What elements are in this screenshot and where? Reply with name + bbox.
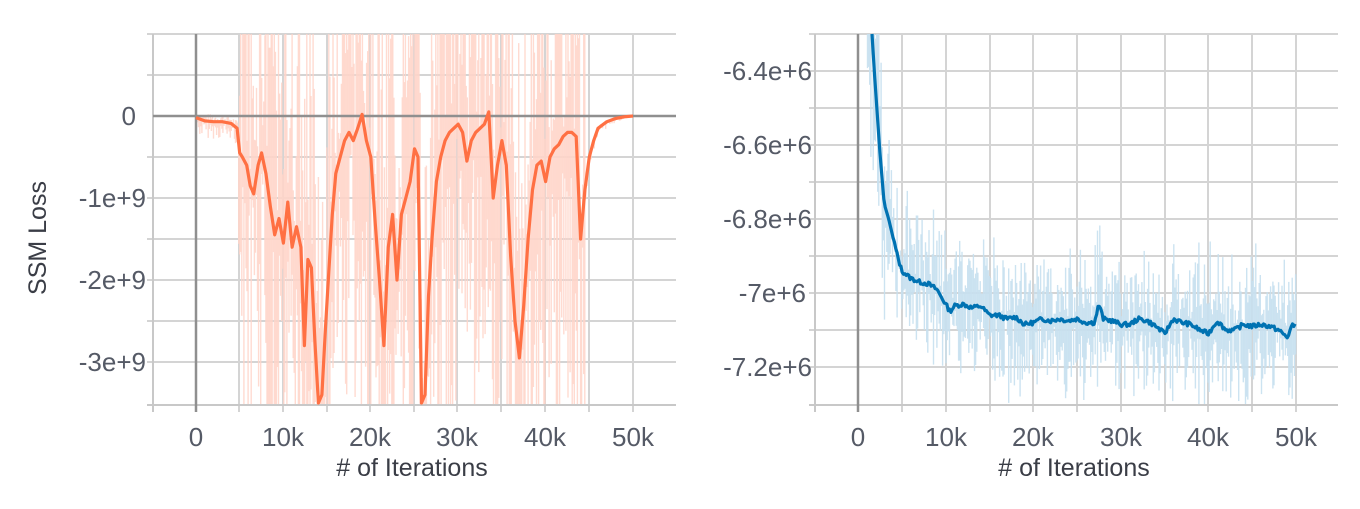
left-x-tick: 30k: [436, 422, 479, 452]
left-x-tick: 10k: [262, 422, 305, 452]
left-y-axis-label: SSM Loss: [24, 181, 52, 295]
right-smoothed-line: [870, 33, 1297, 340]
left-x-axis-label: # of Iterations: [336, 454, 487, 482]
left-x-tick: 40k: [524, 422, 567, 452]
left-y-tick: -3e+9: [79, 347, 146, 377]
left-y-tick: 0: [122, 101, 136, 131]
right-x-tick: 30k: [1100, 422, 1143, 452]
right-chart: -6.4e+6 -6.6e+6 -6.8e+6 -7e+6 -7.2e+6 0 …: [723, 33, 1338, 482]
left-y-tick: -2e+9: [79, 265, 146, 295]
left-x-tick: 50k: [612, 422, 655, 452]
right-y-tick: -6.6e+6: [723, 130, 812, 160]
right-x-tick: 0: [851, 422, 865, 452]
right-y-tick: -7.2e+6: [723, 352, 812, 382]
right-y-tick: -7e+6: [739, 278, 806, 308]
right-x-axis-label: # of Iterations: [998, 454, 1149, 482]
left-x-tick: 0: [189, 422, 203, 452]
right-x-tick: 40k: [1187, 422, 1230, 452]
left-smoothed-line: [195, 110, 634, 405]
right-x-tick: 20k: [1012, 422, 1055, 452]
right-y-tick: -6.8e+6: [723, 204, 812, 234]
right-x-tick: 10k: [925, 422, 968, 452]
right-x-tick: 50k: [1275, 422, 1318, 452]
right-y-tick: -6.4e+6: [723, 56, 812, 86]
left-x-tick: 20k: [349, 422, 392, 452]
left-y-tick: -1e+9: [79, 183, 146, 213]
left-chart: 0 -1e+9 -2e+9 -3e+9 0 10k 20k 30k 40k 50…: [24, 33, 676, 482]
